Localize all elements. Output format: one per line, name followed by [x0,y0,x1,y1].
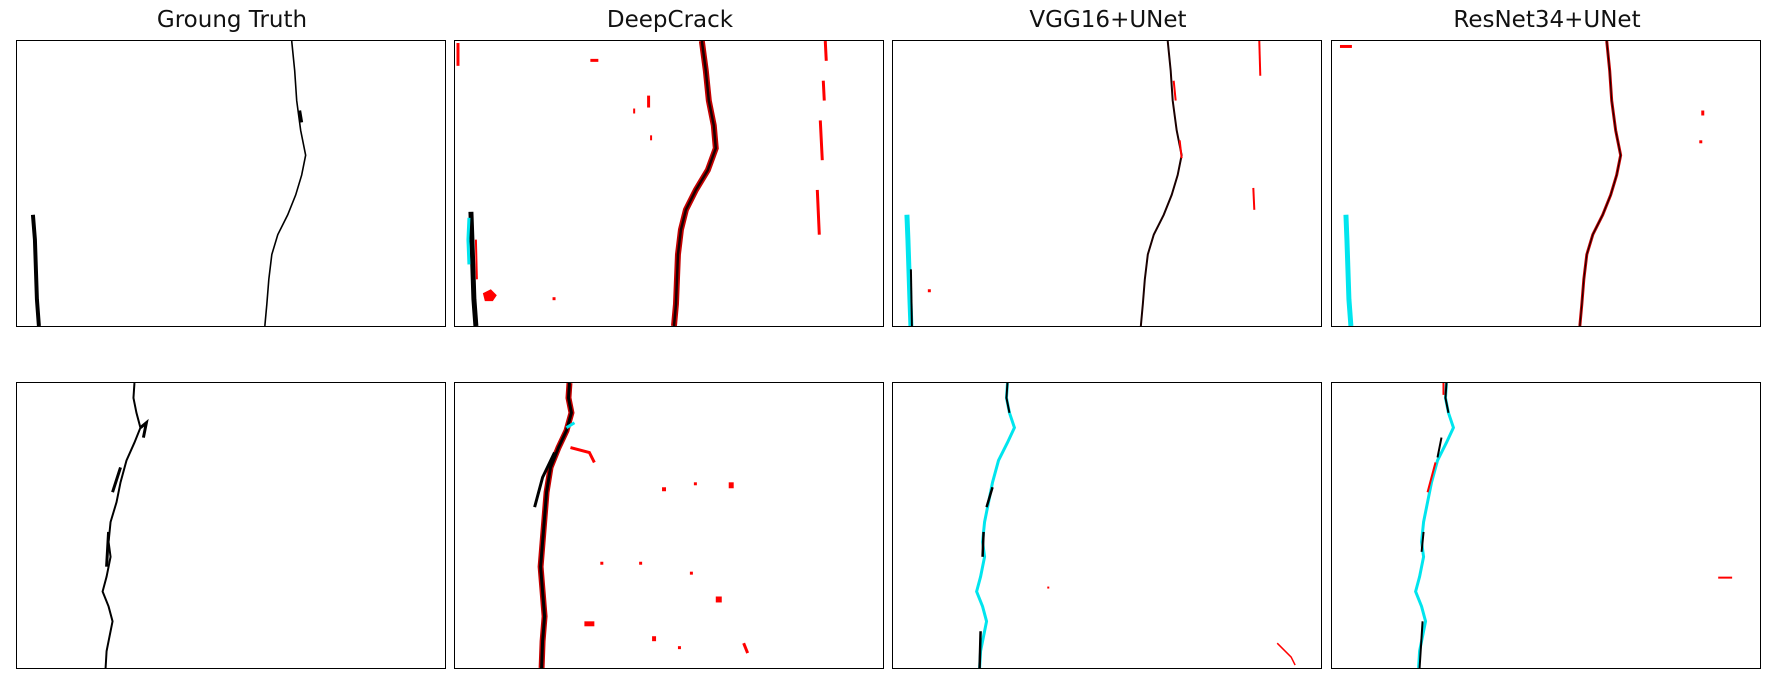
crack-trace [565,421,576,429]
crack-trace [1418,383,1450,668]
crack-trace [101,383,142,668]
crack-trace [474,239,478,280]
crack-trace [1172,80,1183,159]
crack-trace [1258,41,1262,76]
crack-trace [298,110,304,123]
crack-trace [533,451,556,508]
crack-trace [1426,383,1445,493]
crack-trace [1579,41,1622,326]
crack-trace [468,211,479,326]
crack-trace [1343,214,1354,326]
column-title-resnet34-unet: ResNet34+UNet [1453,7,1641,33]
column-title-vgg16-unet: VGG16+UNet [1029,7,1187,33]
crack-trace [671,41,719,326]
column-title-ground-truth: Groung Truth [156,7,308,33]
panel-row2-vgg16-unet [892,382,1322,669]
crack-trace [105,418,149,567]
crack-trace [30,214,41,326]
panel-row2-resnet34-unet [1331,382,1761,669]
crack-trace [466,217,471,265]
crack-trace [1005,383,1011,413]
crack-trace [1139,41,1183,326]
crack-trace [539,383,573,668]
crack-trace [975,383,1017,668]
crack-trace [1252,187,1256,210]
crack-trace [1414,383,1456,668]
crack-trace [1276,642,1296,666]
crack-trace [978,486,994,668]
crack-trace [904,214,914,326]
crack-trace [264,41,307,326]
panel-row1-resnet34-unet [1331,40,1761,327]
panel-row1-vgg16-unet [892,40,1322,327]
crack-trace [672,41,718,326]
column-title-deepcrack: DeepCrack [606,7,734,33]
crack-trace [570,446,596,464]
panel-row1-deepcrack [454,40,884,327]
crack-trace [909,269,913,326]
panel-row2-deepcrack [454,382,884,669]
panel-row1-ground-truth [16,40,446,327]
panel-row2-ground-truth [16,382,446,669]
crack-trace [815,41,828,235]
